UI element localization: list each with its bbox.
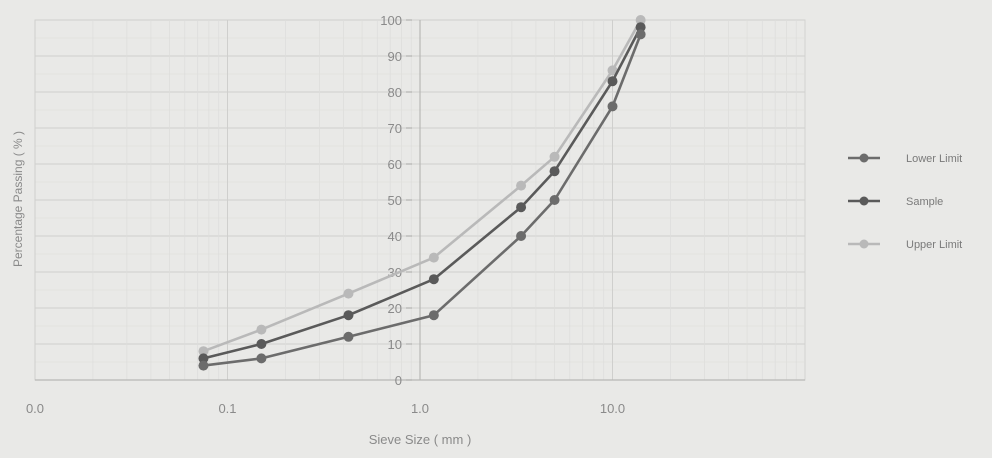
y-tick-label: 80 <box>388 85 402 100</box>
data-point <box>256 353 267 364</box>
legend-item: Upper Limit <box>848 239 962 251</box>
data-point <box>428 252 439 263</box>
x-tick-label: 0.1 <box>218 401 236 416</box>
legend-marker <box>859 153 869 163</box>
y-tick-label: 100 <box>380 13 402 28</box>
legend-label: Upper Limit <box>906 239 962 251</box>
y-tick-label: 20 <box>388 301 402 316</box>
legend-label: Lower Limit <box>906 153 962 165</box>
legend-marker <box>859 239 869 249</box>
y-tick-label: 70 <box>388 121 402 136</box>
data-point <box>256 339 267 349</box>
data-point <box>428 310 439 321</box>
data-point <box>198 346 209 357</box>
y-tick-label: 10 <box>388 337 402 352</box>
legend-label: Sample <box>906 196 943 208</box>
data-point <box>607 101 618 112</box>
data-point <box>198 360 209 371</box>
series-lower-limit <box>198 29 646 371</box>
y-axis-title: Percentage Passing ( % ) <box>11 131 25 267</box>
data-point <box>428 274 439 285</box>
series-upper-limit <box>198 15 646 357</box>
y-tick-label: 50 <box>388 193 402 208</box>
data-point <box>516 231 527 241</box>
data-point <box>516 202 527 213</box>
data-point <box>635 29 646 40</box>
series-line <box>202 19 642 353</box>
y-tick-label: 60 <box>388 157 402 172</box>
legend-item: Lower Limit <box>848 153 962 165</box>
data-point <box>198 353 209 364</box>
x-tick-label: 10.0 <box>600 401 625 416</box>
legend-marker <box>859 196 869 206</box>
y-tick-label: 40 <box>388 229 402 244</box>
data-point <box>549 151 560 162</box>
data-point <box>549 166 560 177</box>
data-point <box>635 22 646 33</box>
legend: Lower Limit Sample Upper Limit <box>848 153 962 251</box>
x-tick-label: 1.0 <box>411 401 429 416</box>
data-point <box>343 288 354 299</box>
legend-item: Sample <box>848 196 943 208</box>
data-point <box>343 331 354 342</box>
series-line <box>203 33 642 367</box>
series-sample <box>198 22 646 364</box>
data-point <box>607 65 618 76</box>
y-tick-label: 0 <box>395 373 402 388</box>
data-point <box>256 324 267 335</box>
data-point <box>607 76 618 87</box>
data-point <box>635 15 646 25</box>
x-axis-title: Sieve Size ( mm ) <box>369 432 472 447</box>
data-point <box>343 310 354 321</box>
series-line <box>203 26 642 360</box>
data-point <box>549 195 560 205</box>
y-tick-label: 90 <box>388 49 402 64</box>
data-point <box>516 180 527 191</box>
series-group <box>198 15 646 371</box>
x-tick-label: 0.0 <box>26 401 44 416</box>
